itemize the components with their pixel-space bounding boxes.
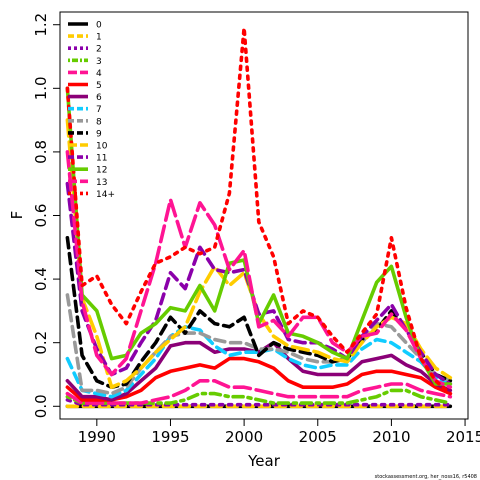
legend-label: 11 (96, 154, 107, 164)
y-tick-label: 1.0 (32, 76, 50, 100)
y-tick-label: 0.6 (32, 204, 50, 228)
series-line-age-8 (65, 293, 453, 396)
series-line-age-14plus (65, 26, 453, 396)
x-tick-label: 2005 (299, 428, 337, 446)
legend-item-age-14plus: 14+ (68, 190, 115, 200)
y-tick-label: 0.8 (32, 140, 50, 164)
series-line-age-4 (65, 379, 453, 405)
legend-item-age-10: 10 (68, 142, 108, 152)
series-line-age-5 (65, 356, 453, 402)
legend-item-age-1: 1 (68, 33, 102, 43)
legend-label: 10 (96, 142, 108, 152)
series-line-age-13 (65, 150, 453, 389)
legend-label: 3 (96, 57, 102, 67)
legend-label: 9 (96, 129, 102, 139)
credit-note: stockassessment.org, her_noss16, r5408 (375, 474, 477, 480)
legend-label: 1 (96, 33, 102, 43)
legend-item-age-12: 12 (68, 166, 107, 176)
series-line-age-12 (65, 86, 453, 386)
y-axis: 0.0 0.2 0.4 0.6 0.8 1.0 1.2 (32, 13, 60, 418)
legend-item-age-0: 0 (68, 21, 102, 31)
y-axis-label: F (8, 211, 26, 220)
y-tick-label: 0.0 (32, 394, 50, 418)
series-line-age-6 (65, 340, 453, 402)
legend-item-age-9: 9 (68, 129, 102, 139)
legend-label: 14+ (96, 190, 115, 200)
legend-item-age-6: 6 (68, 93, 102, 103)
series-layer (65, 26, 453, 409)
series-line-age-11 (65, 181, 453, 386)
series-line-age-10 (65, 118, 453, 389)
x-axis-label: Year (247, 452, 281, 470)
legend-label: 5 (96, 81, 102, 91)
legend-item-age-8: 8 (68, 117, 102, 127)
series-line-age-7 (65, 325, 453, 399)
legend-label: 8 (96, 117, 102, 127)
legend-label: 13 (96, 178, 107, 188)
legend-label: 7 (96, 105, 102, 115)
legend-item-age-7: 7 (68, 105, 102, 115)
x-tick-label: 2015 (446, 428, 480, 446)
legend-label: 0 (96, 21, 102, 31)
legend-label: 4 (96, 69, 102, 79)
series-line-age-9 (65, 236, 453, 389)
legend-label: 2 (96, 45, 102, 55)
legend-item-age-3: 3 (68, 57, 102, 67)
y-tick-label: 0.2 (32, 331, 50, 355)
x-tick-label: 2010 (372, 428, 410, 446)
legend-label: 12 (96, 166, 107, 176)
legend-item-age-5: 5 (68, 81, 102, 91)
y-tick-label: 0.4 (32, 267, 50, 291)
x-tick-label: 1990 (78, 428, 116, 446)
legend-item-age-11: 11 (68, 154, 107, 164)
legend-label: 6 (96, 93, 102, 103)
legend-item-age-2: 2 (68, 45, 102, 55)
legend-item-age-4: 4 (68, 69, 102, 79)
y-tick-label: 1.2 (32, 13, 50, 37)
legend-item-age-13: 13 (68, 178, 107, 188)
x-tick-label: 1995 (151, 428, 189, 446)
x-axis: 1990 1995 2000 2005 2010 2015 (78, 419, 480, 446)
x-tick-label: 2000 (225, 428, 263, 446)
